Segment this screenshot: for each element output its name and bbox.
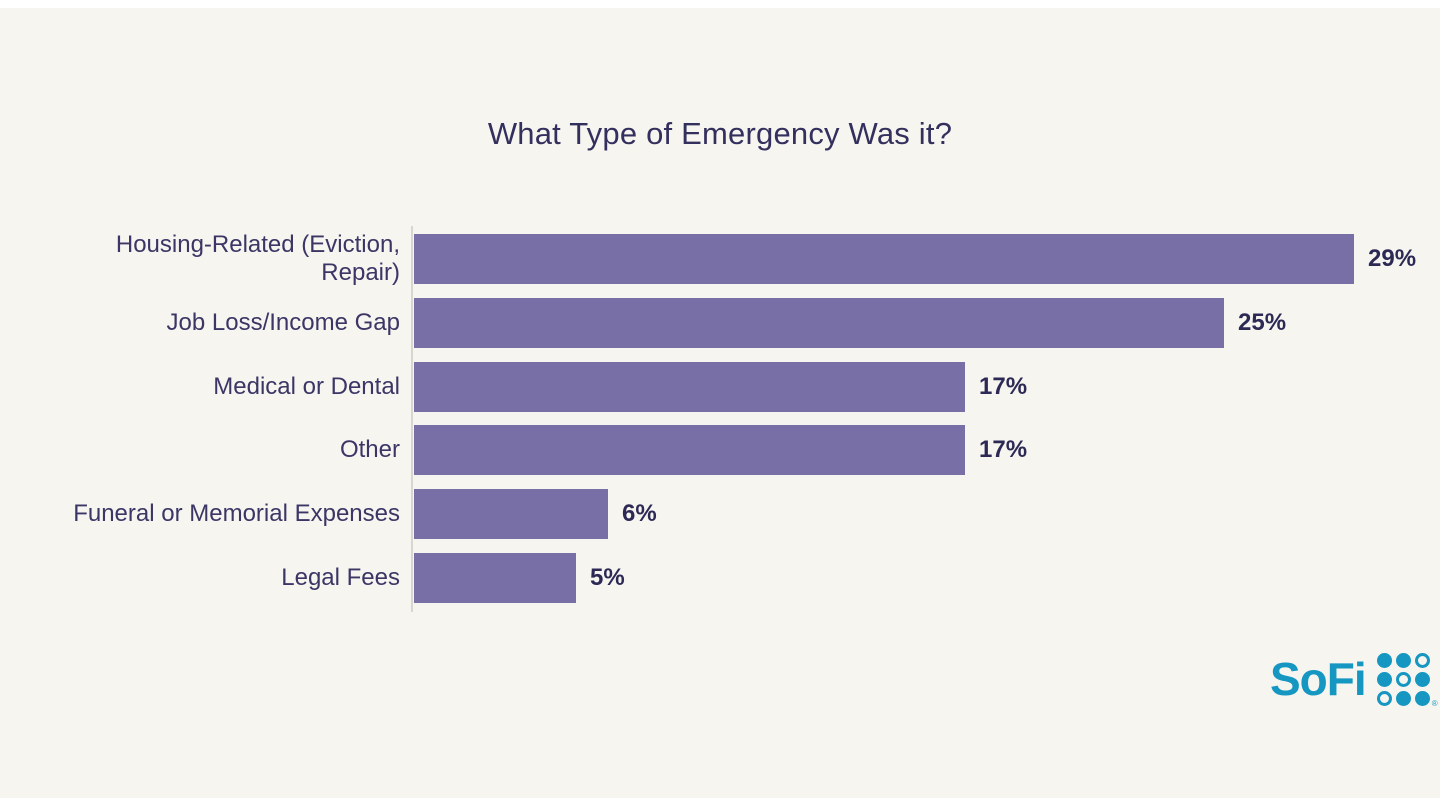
chart-row: Other 17% [0, 425, 1440, 476]
category-label: Job Loss/Income Gap [166, 308, 400, 336]
logo-dot-filled [1376, 671, 1392, 687]
category-label: Other [339, 436, 400, 464]
value-label: 5% [590, 564, 625, 591]
logo-dot-filled [1376, 652, 1392, 668]
bottom-edge-strip [0, 798, 1440, 806]
bar [414, 361, 965, 412]
logo-dot-filled [1395, 690, 1411, 706]
value-label: 25% [1238, 308, 1287, 336]
category-label: Medical or Dental [213, 372, 400, 400]
bar [414, 489, 608, 540]
logo-dot-outline [1395, 671, 1411, 687]
bar [414, 297, 1224, 348]
chart-row: Medical or Dental 17% [0, 361, 1440, 412]
logo-dot-filled [1414, 671, 1430, 687]
chart-title: What Type of Emergency Was it? [487, 116, 953, 151]
value-label: 17% [979, 436, 1028, 464]
logo-dot-outline [1376, 690, 1392, 706]
value-label: 17% [979, 372, 1028, 400]
category-label: Funeral or Memorial Expenses [73, 500, 400, 528]
logo-dot-filled [1395, 652, 1411, 668]
sofi-dot-grid-icon: ® [1376, 652, 1438, 708]
logo-dot-filled [1414, 690, 1430, 706]
chart-row: Job Loss/Income Gap 25% [0, 297, 1440, 348]
value-label: 6% [622, 500, 657, 528]
bar [414, 234, 1354, 284]
sofi-logo: SoFi ® [1270, 650, 1438, 708]
category-label: Legal Fees [281, 564, 400, 591]
registered-mark: ® [1431, 698, 1438, 708]
top-edge-strip [0, 0, 1440, 8]
chart-row: Housing-Related (Eviction, Repair) 29% [0, 231, 1440, 286]
category-label: Housing-Related (Eviction, Repair) [115, 231, 400, 286]
value-label: 29% [1368, 245, 1417, 272]
chart-row: Legal Fees 5% [0, 553, 1440, 603]
bar [414, 553, 576, 603]
bar [414, 425, 965, 476]
sofi-logo-text: SoFi [1270, 653, 1367, 705]
y-axis-line [411, 226, 413, 612]
chart-row: Funeral or Memorial Expenses 6% [0, 489, 1440, 540]
logo-dot-outline [1414, 652, 1430, 668]
